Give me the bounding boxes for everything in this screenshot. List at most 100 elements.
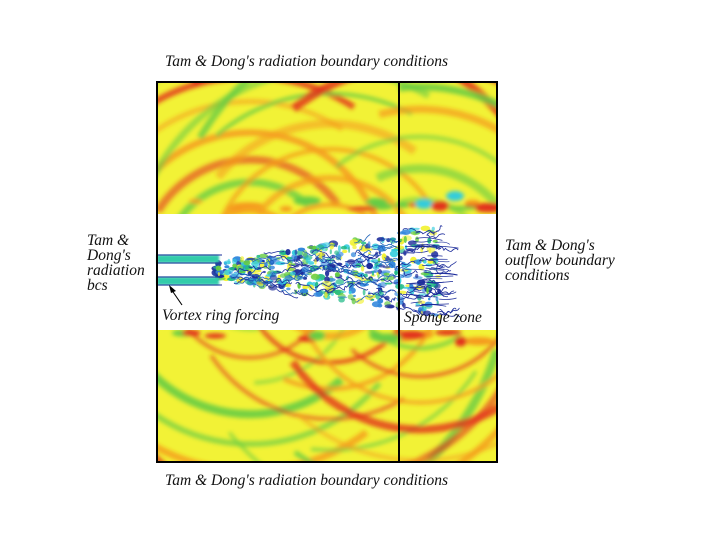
turbulence-blob bbox=[347, 294, 354, 300]
vorticity-contour bbox=[347, 279, 366, 283]
acoustic-wavefront bbox=[375, 164, 497, 213]
turbulence-blob bbox=[351, 297, 356, 305]
turbulence-blob bbox=[338, 297, 345, 303]
turbulence-blob bbox=[348, 290, 352, 295]
turbulence-blob bbox=[232, 263, 238, 268]
turbulence-blob bbox=[423, 310, 431, 316]
sponge-contour bbox=[419, 258, 448, 262]
shear-layer-patch bbox=[445, 206, 477, 211]
turbulence-blob bbox=[329, 249, 332, 255]
sponge-contour bbox=[409, 283, 432, 287]
turbulence-blob bbox=[360, 241, 367, 245]
acoustic-wavefront bbox=[221, 147, 433, 214]
vorticity-contour bbox=[276, 288, 299, 299]
turbulence-blob bbox=[418, 306, 424, 312]
turbulence-blob bbox=[330, 292, 334, 296]
vorticity-contour bbox=[234, 267, 252, 274]
turbulence-blob bbox=[432, 239, 438, 243]
turbulence-blob bbox=[363, 248, 374, 251]
domain-border bbox=[156, 81, 498, 463]
turbulence-blob bbox=[268, 265, 275, 270]
vorticity-contour bbox=[371, 275, 396, 282]
upper-acoustic-field bbox=[157, 82, 497, 214]
jet-region bbox=[157, 214, 497, 330]
turbulence-blob bbox=[348, 246, 351, 253]
vorticity-contour bbox=[434, 288, 455, 296]
turbulence-blob bbox=[421, 259, 424, 263]
vorticity-contour bbox=[321, 259, 346, 267]
vorticity-contour bbox=[327, 266, 349, 273]
vorticity-contour bbox=[362, 274, 385, 288]
vorticity-contour bbox=[378, 296, 397, 303]
vorticity-contour bbox=[348, 283, 369, 291]
vorticity-contour bbox=[354, 234, 371, 244]
vorticity-contour bbox=[303, 265, 324, 271]
vorticity-contour bbox=[406, 288, 422, 297]
sponge-contour bbox=[405, 268, 431, 272]
turbulence-blob bbox=[382, 265, 391, 269]
acoustic-wavefront bbox=[214, 119, 418, 180]
vorticity-contour bbox=[356, 244, 380, 251]
turbulence-blob bbox=[256, 254, 261, 259]
turbulence-blob bbox=[399, 238, 403, 242]
vortex-ring-forcing-label: Vortex ring forcing bbox=[162, 307, 280, 324]
acoustic-wavefront bbox=[378, 105, 497, 134]
turbulence-blob bbox=[314, 258, 317, 265]
sponge-boundary-patch bbox=[431, 201, 449, 211]
vorticity-contour bbox=[355, 295, 373, 303]
turbulence-blob bbox=[302, 273, 310, 276]
acoustic-wavefront bbox=[223, 207, 278, 214]
sponge-contour bbox=[409, 245, 431, 247]
sponge-contour bbox=[409, 286, 427, 290]
turbulence-blob bbox=[350, 252, 357, 258]
vorticity-contour bbox=[247, 257, 275, 265]
sponge-contour bbox=[430, 245, 459, 249]
turbulence-blob bbox=[251, 260, 259, 268]
vorticity-contour bbox=[374, 289, 394, 296]
turbulence-blob bbox=[310, 273, 320, 280]
outflow-boundary-label: Tam & Dong's outflow boundary conditions bbox=[505, 237, 615, 284]
acoustic-wavefront bbox=[289, 359, 497, 434]
acoustic-wavefront bbox=[303, 330, 497, 405]
vorticity-contour bbox=[288, 274, 308, 282]
vorticity-contour bbox=[326, 269, 345, 273]
turbulence-blob bbox=[420, 225, 431, 231]
vorticity-contour bbox=[340, 264, 361, 271]
turbulence-blob bbox=[377, 300, 382, 303]
sponge-boundary-patch bbox=[446, 191, 464, 201]
acoustic-wavefront bbox=[157, 82, 431, 178]
vorticity-contour bbox=[425, 290, 449, 298]
acoustic-wavefront bbox=[157, 429, 369, 462]
vorticity-contour bbox=[377, 245, 397, 252]
vorticity-contour bbox=[251, 282, 273, 288]
turbulence-blob bbox=[426, 287, 429, 295]
vorticity-contour bbox=[439, 309, 461, 318]
turbulence-blob bbox=[384, 304, 395, 309]
turbulence-blob bbox=[227, 258, 231, 265]
vorticity-contour bbox=[368, 291, 388, 300]
vorticity-contour bbox=[256, 276, 280, 284]
turbulence-blob bbox=[240, 256, 245, 261]
sponge-contour bbox=[434, 273, 458, 276]
shear-layer-patch bbox=[181, 330, 201, 336]
turbulence-blob bbox=[385, 275, 395, 281]
turbulence-blob bbox=[285, 249, 291, 256]
vorticity-contour bbox=[243, 276, 268, 285]
vorticity-contour bbox=[386, 273, 405, 281]
turbulence-blob bbox=[377, 303, 383, 308]
vorticity-contour bbox=[230, 273, 250, 280]
acoustic-wavefront bbox=[255, 175, 406, 214]
shear-layer-patch bbox=[465, 199, 480, 205]
turbulence-blob bbox=[298, 254, 303, 259]
vorticity-contour bbox=[321, 254, 342, 261]
turbulence-blob bbox=[322, 242, 332, 247]
turbulence-blob bbox=[263, 270, 266, 274]
vorticity-contour bbox=[371, 244, 401, 251]
turbulence-blob bbox=[404, 245, 408, 250]
shear-layer-patch bbox=[372, 333, 402, 343]
turbulence-blob bbox=[352, 245, 357, 250]
sponge-zone-label: Sponge zone bbox=[404, 309, 482, 326]
sponge-contour bbox=[413, 243, 429, 246]
sponge-contour bbox=[431, 266, 448, 270]
turbulence-blob bbox=[291, 254, 298, 260]
